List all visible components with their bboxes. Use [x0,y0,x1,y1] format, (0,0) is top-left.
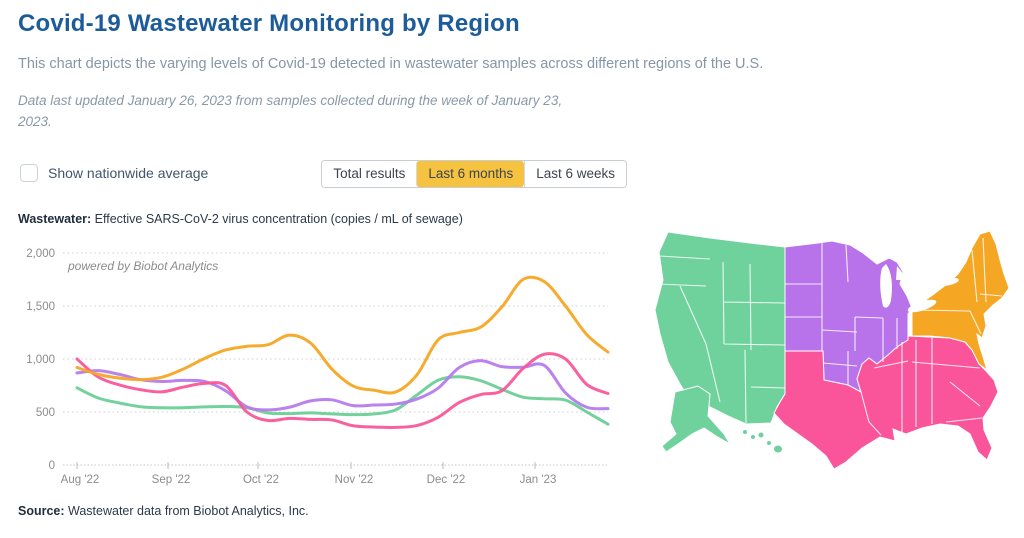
svg-text:Aug '22: Aug '22 [61,474,100,486]
nationwide-average-checkbox[interactable] [20,164,38,182]
svg-text:Oct '22: Oct '22 [243,474,279,486]
nationwide-average-toggle-row: Show nationwide average [20,164,208,182]
nationwide-average-label: Show nationwide average [48,165,209,181]
source-line: Source: Wastewater data from Biobot Anal… [18,504,309,518]
svg-text:Jan '23: Jan '23 [520,474,557,486]
map-region-west[interactable] [654,231,786,425]
wastewater-line-chart: 0 500 1,000 1,500 2,000 Aug '22 Sep '22 Oct '22… [0,238,640,503]
state-borders [656,237,1003,436]
last-6-weeks-button[interactable]: Last 6 weeks [524,161,626,187]
source-label: Source: [18,504,65,518]
map-region-alaska[interactable] [661,385,732,453]
series-line-west [75,375,610,426]
svg-text:Sep '22: Sep '22 [152,474,191,486]
us-region-map [650,222,1020,472]
page-subtitle: This chart depicts the varying levels of… [18,56,764,72]
svg-text:Dec '22: Dec '22 [427,474,466,486]
map-region-hawaii[interactable] [743,430,782,453]
series-line-northeast [75,275,610,395]
svg-text:1,000: 1,000 [26,354,55,366]
svg-text:powered by Biobot Analytics: powered by Biobot Analytics [67,259,218,273]
chart-header-rest: Effective SARS-CoV-2 virus concentration… [91,212,463,226]
svg-text:1,500: 1,500 [26,301,55,313]
time-range-button-group: Total results Last 6 months Last 6 weeks [321,160,627,188]
svg-text:0: 0 [49,460,55,472]
total-results-button[interactable]: Total results [322,161,417,187]
svg-text:500: 500 [36,407,55,419]
chart-header: Wastewater: Effective SARS-CoV-2 virus c… [18,212,463,226]
page-title: Covid-19 Wastewater Monitoring by Region [18,10,520,37]
svg-text:2,000: 2,000 [26,248,55,260]
chart-header-bold: Wastewater: [18,212,92,226]
last-6-months-button[interactable]: Last 6 months [416,161,525,187]
last-updated-note: Data last updated January 26, 2023 from … [18,93,563,129]
map-region-south[interactable] [773,335,999,470]
series-line-midwest [75,359,610,412]
series-line-south [75,352,610,429]
source-text: Wastewater data from Biobot Analytics, I… [64,504,309,518]
map-canvas [654,230,1010,470]
svg-text:Nov '22: Nov '22 [335,474,374,486]
great-lakes [880,264,959,313]
chart-canvas: 0 500 1,000 1,500 2,000 Aug '22 Sep '22 Oct '22… [26,248,610,486]
